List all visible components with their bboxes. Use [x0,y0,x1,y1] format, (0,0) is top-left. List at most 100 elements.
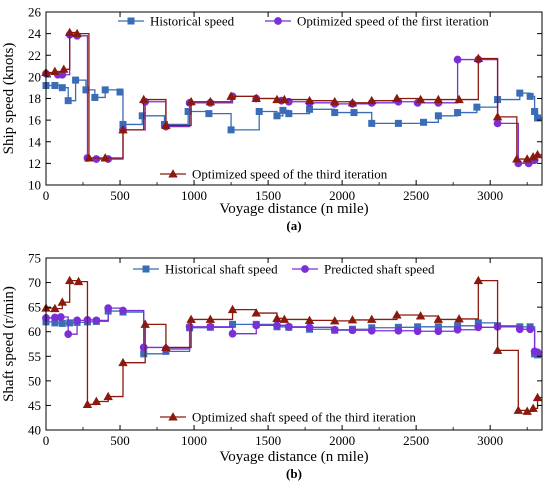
data-point [453,55,462,64]
y-tick-label: 10 [28,178,41,193]
data-point [100,153,110,162]
data-point [434,112,442,120]
data-point [528,403,538,412]
data-point [73,316,81,325]
legend-label: Optimized speed of the third iteration [192,167,388,182]
data-point [101,86,109,94]
data-point [58,84,66,92]
data-point [516,89,524,97]
data-point [138,112,146,120]
data-point [285,110,293,118]
series-2 [41,275,543,415]
data-point [118,357,128,367]
legend-item: Predicted shaft speed [292,262,435,277]
data-point [330,316,340,325]
data-point [453,325,462,334]
legend-label: Optimized shaft speed of the third itera… [192,410,416,425]
data-point [92,316,101,325]
data-point [140,319,150,328]
data-point [392,93,402,102]
data-point [454,109,462,117]
data-point [272,313,282,322]
data-point [59,64,69,73]
data-point [473,53,484,62]
series-line [46,279,542,412]
data-point [92,155,101,163]
data-point [161,120,171,130]
data-point [415,94,426,104]
legend-marker [274,17,282,25]
data-point [251,308,261,317]
legend-label: Predicted shaft speed [324,262,435,277]
data-point [473,103,481,111]
data-point [279,314,290,323]
data-point [82,86,90,94]
legend-marker [142,265,150,273]
data-point [367,95,377,105]
panel-b: 0 500 1000 1500 2000 2500 3000 40 45 50 55 60 65 70 75… [1,251,543,481]
legend-item: Optimized shaft speed of the third itera… [160,410,416,425]
x-tick-label: 0 [43,433,50,448]
data-point [64,97,72,105]
series-line [46,31,542,160]
data-point [73,276,84,286]
data-point [284,322,293,331]
data-point [185,322,194,331]
data-point [394,119,402,127]
data-point [331,109,339,117]
x-tick-label: 3000 [477,433,503,448]
data-point [493,119,502,128]
data-point [330,96,340,106]
data-point [186,96,196,106]
series-0 [42,307,542,359]
data-point [330,325,339,334]
data-point [64,27,75,37]
legend-label: Historical shaft speed [165,262,278,277]
data-point [50,303,60,313]
data-point [186,314,196,323]
panel-label: (a) [286,218,301,233]
legend-item: Historical speed [118,14,235,29]
y-tick-label: 18 [28,91,41,106]
data-point [492,112,503,121]
legend-label: Historical speed [150,14,235,29]
data-point [350,109,358,117]
data-point [251,93,261,102]
data-point [139,94,149,104]
data-point [273,112,281,120]
series-0 [42,76,542,134]
data-point [492,345,503,354]
data-point [64,275,75,285]
data-point [272,94,282,104]
data-point [56,313,65,321]
data-point [116,88,124,96]
y-tick-label: 22 [28,48,41,63]
data-point [227,304,238,314]
data-point [515,325,524,334]
data-point [347,315,358,324]
data-point [433,94,444,104]
x-tick-label: 2000 [329,433,355,448]
x-tick-label: 1500 [255,188,281,203]
y-axis-label: Ship speed (knots) [1,43,17,155]
data-point [72,28,82,38]
y-tick-label: 20 [28,69,41,84]
y-tick-label: 50 [28,373,41,388]
data-point [415,311,426,320]
x-axis-label: Voyage distance (n mile) [219,201,368,217]
x-tick-label: 0 [43,188,50,203]
x-tick-label: 1000 [181,433,207,448]
x-tick-label: 500 [110,188,130,203]
data-point [228,329,237,338]
y-tick-label: 12 [28,156,41,171]
data-point [252,321,261,330]
data-point [367,314,377,323]
legend-marker [168,169,178,178]
x-tick-label: 3000 [477,188,503,203]
data-point [473,275,484,285]
y-tick-label: 60 [28,324,41,339]
data-point [279,106,287,114]
data-point [72,76,80,84]
data-point [304,315,315,324]
data-point [474,323,483,332]
